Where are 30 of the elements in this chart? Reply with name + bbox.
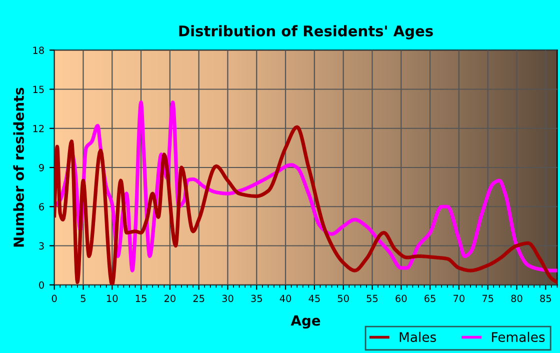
- x-tick-label: 55: [366, 294, 378, 302]
- x-tick-label: 45: [308, 294, 320, 302]
- x-tick-label: 15: [136, 294, 146, 302]
- x-tick-label: 0: [52, 294, 57, 302]
- x-tick-label: 20: [164, 294, 176, 302]
- chart-title: Distribution of Residents' Ages: [179, 25, 433, 40]
- y-tick-label: 0: [39, 281, 44, 289]
- x-axis-title: Age: [290, 315, 320, 329]
- y-tick-label: 6: [39, 203, 44, 210]
- y-tick-label: 18: [33, 46, 44, 54]
- x-tick-label: 30: [222, 294, 234, 302]
- x-tick-label: 85: [540, 294, 551, 302]
- x-tick-label: 75: [482, 294, 494, 302]
- x-tick-label: 65: [424, 294, 436, 302]
- x-tick-label: 35: [251, 294, 262, 302]
- x-tick-label: 50: [338, 294, 349, 302]
- x-tick-label: 40: [280, 294, 292, 302]
- y-tick-label: 3: [39, 242, 44, 250]
- y-tick-label: 15: [33, 86, 44, 94]
- x-tick-label: 70: [454, 294, 464, 302]
- x-tick-label: 25: [193, 294, 204, 302]
- y-tick-label: 12: [33, 124, 44, 132]
- y-axis-title: Number of residents: [13, 88, 24, 247]
- y-tick-label: 9: [39, 164, 44, 172]
- x-tick-label: 80: [511, 294, 522, 302]
- x-tick-label: 60: [396, 294, 407, 302]
- legend-label: Females: [492, 332, 545, 342]
- x-tick-label: 5: [80, 294, 86, 302]
- x-tick-label: 10: [107, 294, 118, 302]
- legend-label: Males: [400, 332, 436, 342]
